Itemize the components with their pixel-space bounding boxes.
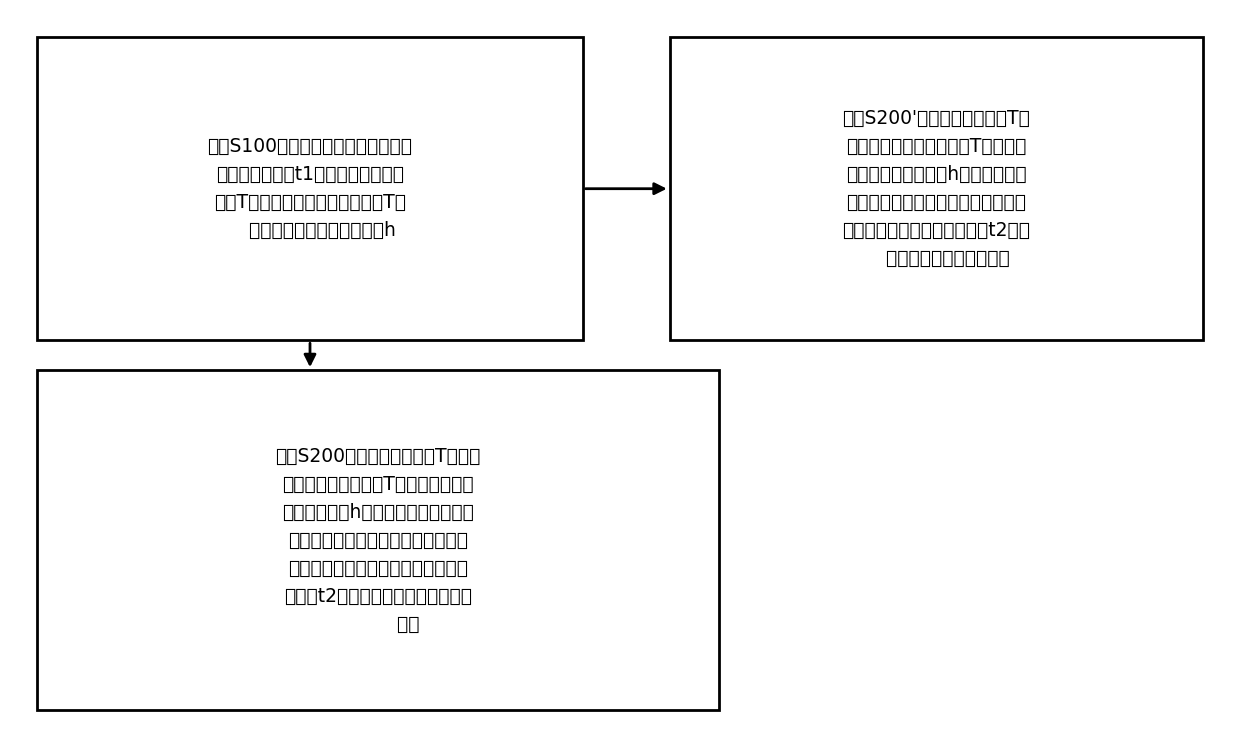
Text: 步骤S200'，当室外环境温度T外
环、室外换热器盘管温度T外盘及室
外环境空气相对湿度h不满足预设除
霜工况时，空调器按照原工作模式继
续运行，且每隔第二预设: 步骤S200'，当室外环境温度T外 环、室外换热器盘管温度T外盘及室 外环境空气… [842,110,1030,268]
Text: 步骤S100，空调器制热开机，正常运
行第一预设时间t1后，检测室外环境
温度T外环，室外换热器盘管温度T外
    盘及室外环境空气相对湿度h: 步骤S100，空调器制热开机，正常运 行第一预设时间t1后，检测室外环境 温度T… [207,137,413,240]
Bar [670,37,1203,340]
Bar [37,370,719,710]
Bar [37,37,583,340]
Text: 步骤S200，当室外环境温度T外环、
室外换热器盘管温度T外盘及室外环境
空气相对湿度h满足预设除霜工况时，
空调器进入超声波除霜模式；空调器
退出超声波除霜模: 步骤S200，当室外环境温度T外环、 室外换热器盘管温度T外盘及室外环境 空气相… [275,447,481,633]
